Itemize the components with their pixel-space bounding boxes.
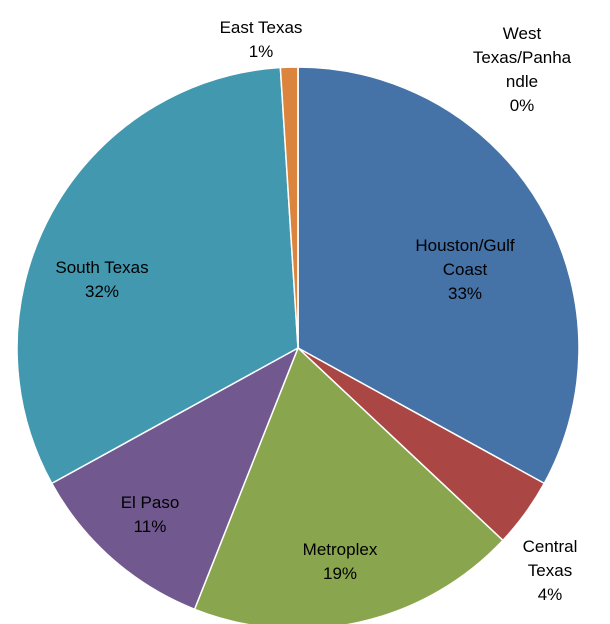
category-name: Metroplex: [302, 540, 378, 559]
percent-label: 4%: [537, 585, 563, 604]
pie-slice: [16, 66, 299, 485]
category-name: West Texas/Panhandle: [472, 24, 572, 91]
slice-label: Houston/Gulf Coast 33%: [409, 234, 521, 306]
pie-slice: [297, 66, 580, 485]
slice-label: West Texas/Panhandle 0%: [472, 22, 572, 118]
percent-label: 33%: [447, 284, 483, 303]
slice-label: El Paso 11%: [90, 491, 210, 539]
slice-label: South Texas 32%: [32, 256, 172, 304]
category-name: Houston/Gulf Coast: [415, 236, 515, 279]
percent-label: 32%: [84, 282, 120, 301]
pie-slice: [50, 346, 300, 611]
percent-label: 0%: [509, 96, 535, 115]
category-name: South Texas: [55, 258, 149, 277]
slice-label: Central Texas 4%: [510, 535, 590, 607]
pie-slice: [193, 346, 504, 624]
category-name: East Texas: [219, 18, 303, 37]
category-name: El Paso: [120, 493, 180, 512]
slice-label: Metroplex 19%: [280, 538, 400, 586]
percent-label: 11%: [133, 517, 167, 536]
percent-label: 19%: [322, 564, 358, 583]
slice-label: East Texas 1%: [201, 16, 321, 64]
category-name: Central Texas: [522, 537, 578, 580]
percent-label: 1%: [248, 42, 274, 61]
